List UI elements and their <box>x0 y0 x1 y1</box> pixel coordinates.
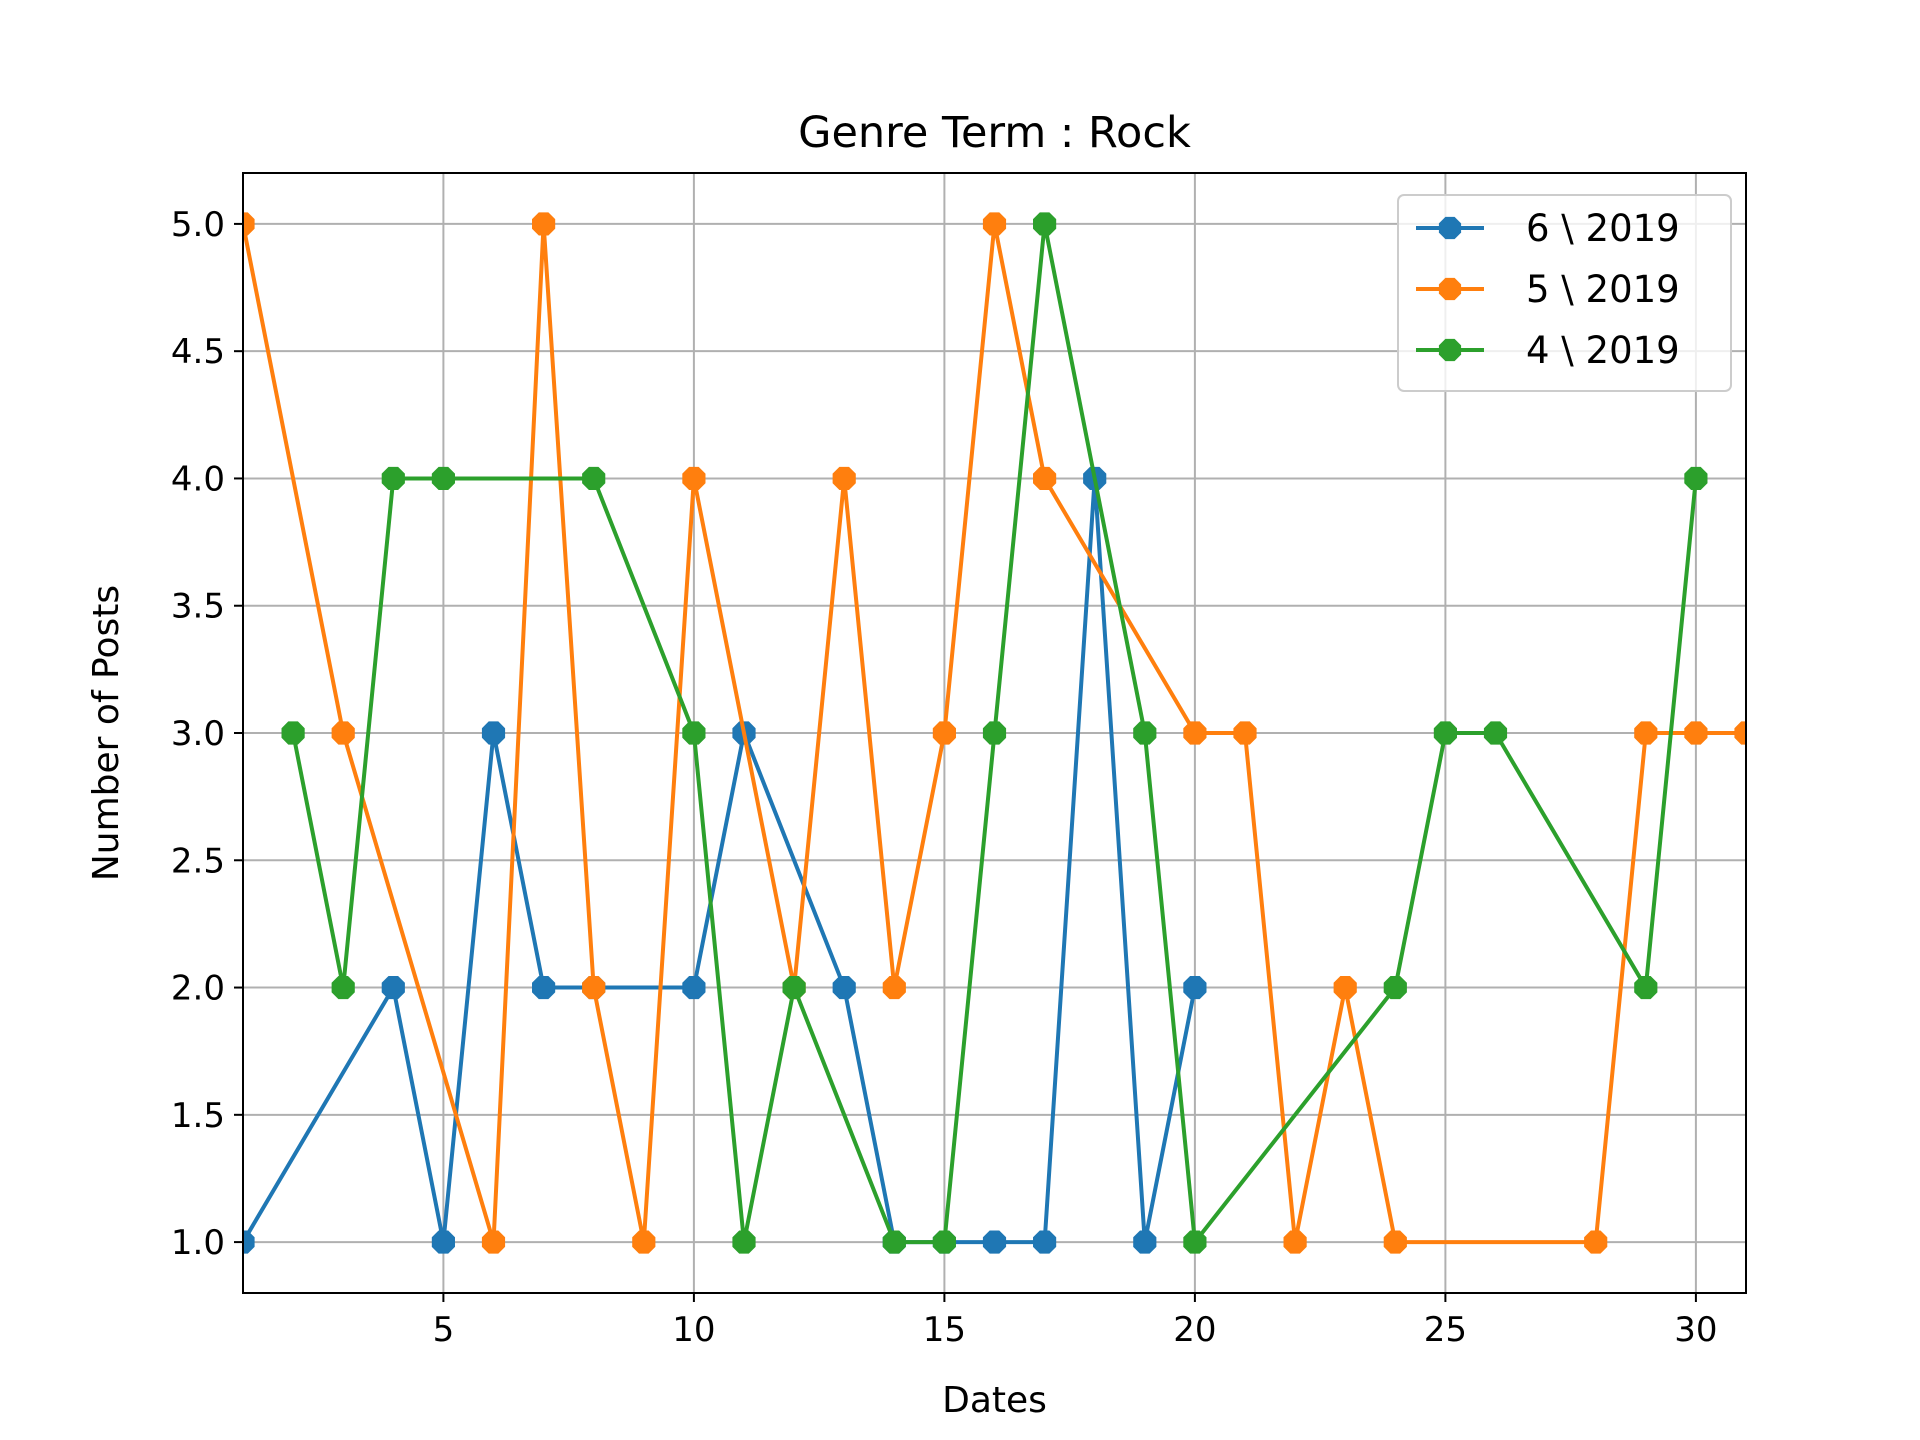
data-point <box>1233 721 1257 745</box>
data-point <box>1684 466 1708 491</box>
data-point <box>481 721 506 745</box>
data-point <box>331 975 355 1000</box>
data-point <box>1183 1230 1207 1254</box>
data-point <box>1033 1230 1057 1254</box>
y-tick-label: 4.5 <box>171 332 225 372</box>
data-point <box>582 466 606 491</box>
data-point <box>982 1230 1007 1254</box>
data-point <box>632 1230 656 1254</box>
legend-label: 4 \ 2019 <box>1526 329 1680 372</box>
data-point <box>1433 721 1457 745</box>
legend-marker <box>1438 338 1462 362</box>
legend-label: 5 \ 2019 <box>1526 268 1680 311</box>
y-tick-label: 3.5 <box>171 587 225 627</box>
y-tick-label: 5.0 <box>171 205 225 245</box>
series-layer <box>243 212 1746 1254</box>
legend-item: 6 \ 2019 <box>1416 207 1680 250</box>
data-point <box>882 1230 906 1254</box>
legend: 6 \ 2019 5 \ 2019 4 \ 2019 <box>1397 194 1732 392</box>
data-point <box>1133 1230 1157 1254</box>
data-point <box>682 721 706 745</box>
y-tick-label: 4.0 <box>171 459 225 499</box>
data-point <box>381 975 405 1000</box>
y-tick-label: 3.0 <box>171 714 225 754</box>
data-point <box>381 466 405 491</box>
data-point <box>732 1230 756 1254</box>
series-2 <box>243 212 1746 1254</box>
data-point <box>982 721 1007 745</box>
legend-marker <box>1438 277 1462 301</box>
data-point <box>1283 1230 1307 1254</box>
legend-box <box>1397 194 1732 392</box>
data-point <box>1634 975 1658 1000</box>
chart-title: Genre Term : Rock <box>798 108 1191 158</box>
data-point <box>982 212 1007 236</box>
data-point <box>481 1230 506 1254</box>
legend-item: 4 \ 2019 <box>1416 329 1680 372</box>
data-point <box>243 1230 255 1254</box>
data-point <box>1333 975 1357 1000</box>
series-line <box>243 476 1197 1245</box>
x-tick-label: 15 <box>923 1310 966 1350</box>
y-axis-label: Number of Posts <box>86 585 127 881</box>
data-point <box>682 975 706 1000</box>
x-tick-label: 10 <box>672 1310 715 1350</box>
data-point <box>1133 721 1157 745</box>
series-3 <box>281 212 1708 1254</box>
data-point <box>431 1230 455 1254</box>
data-point <box>932 1230 956 1254</box>
data-point <box>532 212 556 236</box>
data-point <box>582 975 606 1000</box>
data-point <box>882 975 906 1000</box>
data-point <box>1383 975 1407 1000</box>
y-tick-label: 2.5 <box>171 841 225 881</box>
x-tick-label: 5 <box>433 1310 455 1350</box>
x-axis-label: Dates <box>942 1380 1047 1421</box>
ticks: 5 10 15 20 25 30 1.0 1.5 2.0 2.5 3.0 3.5 4.0 4.5 5.0 <box>171 205 1718 1350</box>
y-tick-label: 1.0 <box>171 1223 225 1263</box>
legend-marker <box>1438 216 1462 240</box>
data-point <box>1584 1230 1608 1254</box>
data-point <box>431 466 455 491</box>
data-point <box>682 466 706 491</box>
data-point <box>832 466 856 491</box>
x-tick-label: 30 <box>1674 1310 1717 1350</box>
data-point <box>1033 212 1057 236</box>
data-point <box>1383 1230 1407 1254</box>
x-tick-label: 25 <box>1424 1310 1467 1350</box>
data-point <box>1634 721 1658 745</box>
series-line <box>243 221 1746 1245</box>
data-point <box>832 975 856 1000</box>
data-point <box>281 721 305 745</box>
data-point <box>243 212 255 236</box>
data-point <box>1684 721 1708 745</box>
y-tick-label: 1.5 <box>171 1096 225 1136</box>
data-point <box>532 975 556 1000</box>
data-point <box>1483 721 1508 745</box>
data-point <box>782 975 806 1000</box>
legend-label: 6 \ 2019 <box>1526 207 1680 250</box>
x-tick-label: 20 <box>1173 1310 1216 1350</box>
data-point <box>1183 975 1207 1000</box>
data-point <box>932 721 956 745</box>
data-point <box>1033 466 1057 491</box>
y-tick-label: 2.0 <box>171 969 225 1009</box>
legend-item: 5 \ 2019 <box>1416 268 1680 311</box>
data-point <box>331 721 355 745</box>
data-point <box>1734 721 1746 745</box>
data-point <box>1183 721 1207 745</box>
